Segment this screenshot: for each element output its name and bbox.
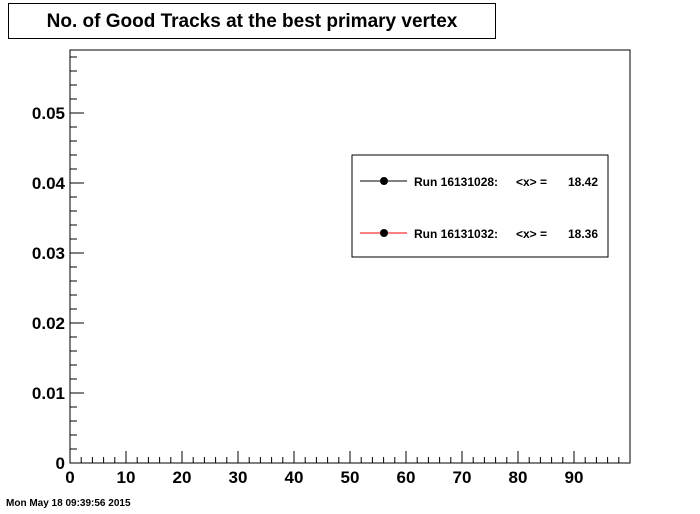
legend-label-1: Run 16131032:	[414, 227, 498, 241]
legend-mean-value-1: 18.36	[568, 227, 598, 241]
legend-mean-label-1: <x> =	[516, 227, 547, 241]
x-tick-label: 90	[565, 468, 584, 487]
x-tick-label: 0	[65, 468, 74, 487]
x-tick-label: 70	[453, 468, 472, 487]
x-tick-label: 50	[341, 468, 360, 487]
x-tick-label: 10	[117, 468, 136, 487]
legend-marker-1	[380, 229, 388, 237]
y-tick-label: 0.05	[32, 104, 65, 123]
y-tick-label: 0.04	[32, 174, 66, 193]
y-tick-label: 0.03	[32, 244, 65, 263]
x-tick-label: 60	[397, 468, 416, 487]
y-tick-label: 0	[56, 454, 65, 473]
chart-title-box: No. of Good Tracks at the best primary v…	[8, 3, 496, 39]
x-tick-label: 80	[509, 468, 528, 487]
legend-label-0: Run 16131028:	[414, 175, 498, 189]
x-tick-label: 20	[173, 468, 192, 487]
x-tick-label: 30	[229, 468, 248, 487]
x-tick-label: 40	[285, 468, 304, 487]
timestamp: Mon May 18 09:39:56 2015	[6, 498, 131, 509]
legend-marker-0	[380, 177, 388, 185]
tick-labels: 0 10 20 30 40 50 60 70 80 90 0 0.01 0.02 0.03 0.04 0.05	[32, 104, 584, 487]
legend-box	[351, 154, 609, 258]
y-tick-label: 0.01	[32, 384, 65, 403]
legend: Run 16131028: <x> = 18.42 Run 16131032: <x> …	[351, 154, 609, 258]
chart-title: No. of Good Tracks at the best primary v…	[46, 11, 458, 32]
y-tick-label: 0.02	[32, 314, 65, 333]
legend-mean-value-0: 18.42	[568, 175, 598, 189]
legend-mean-label-0: <x> =	[516, 175, 547, 189]
